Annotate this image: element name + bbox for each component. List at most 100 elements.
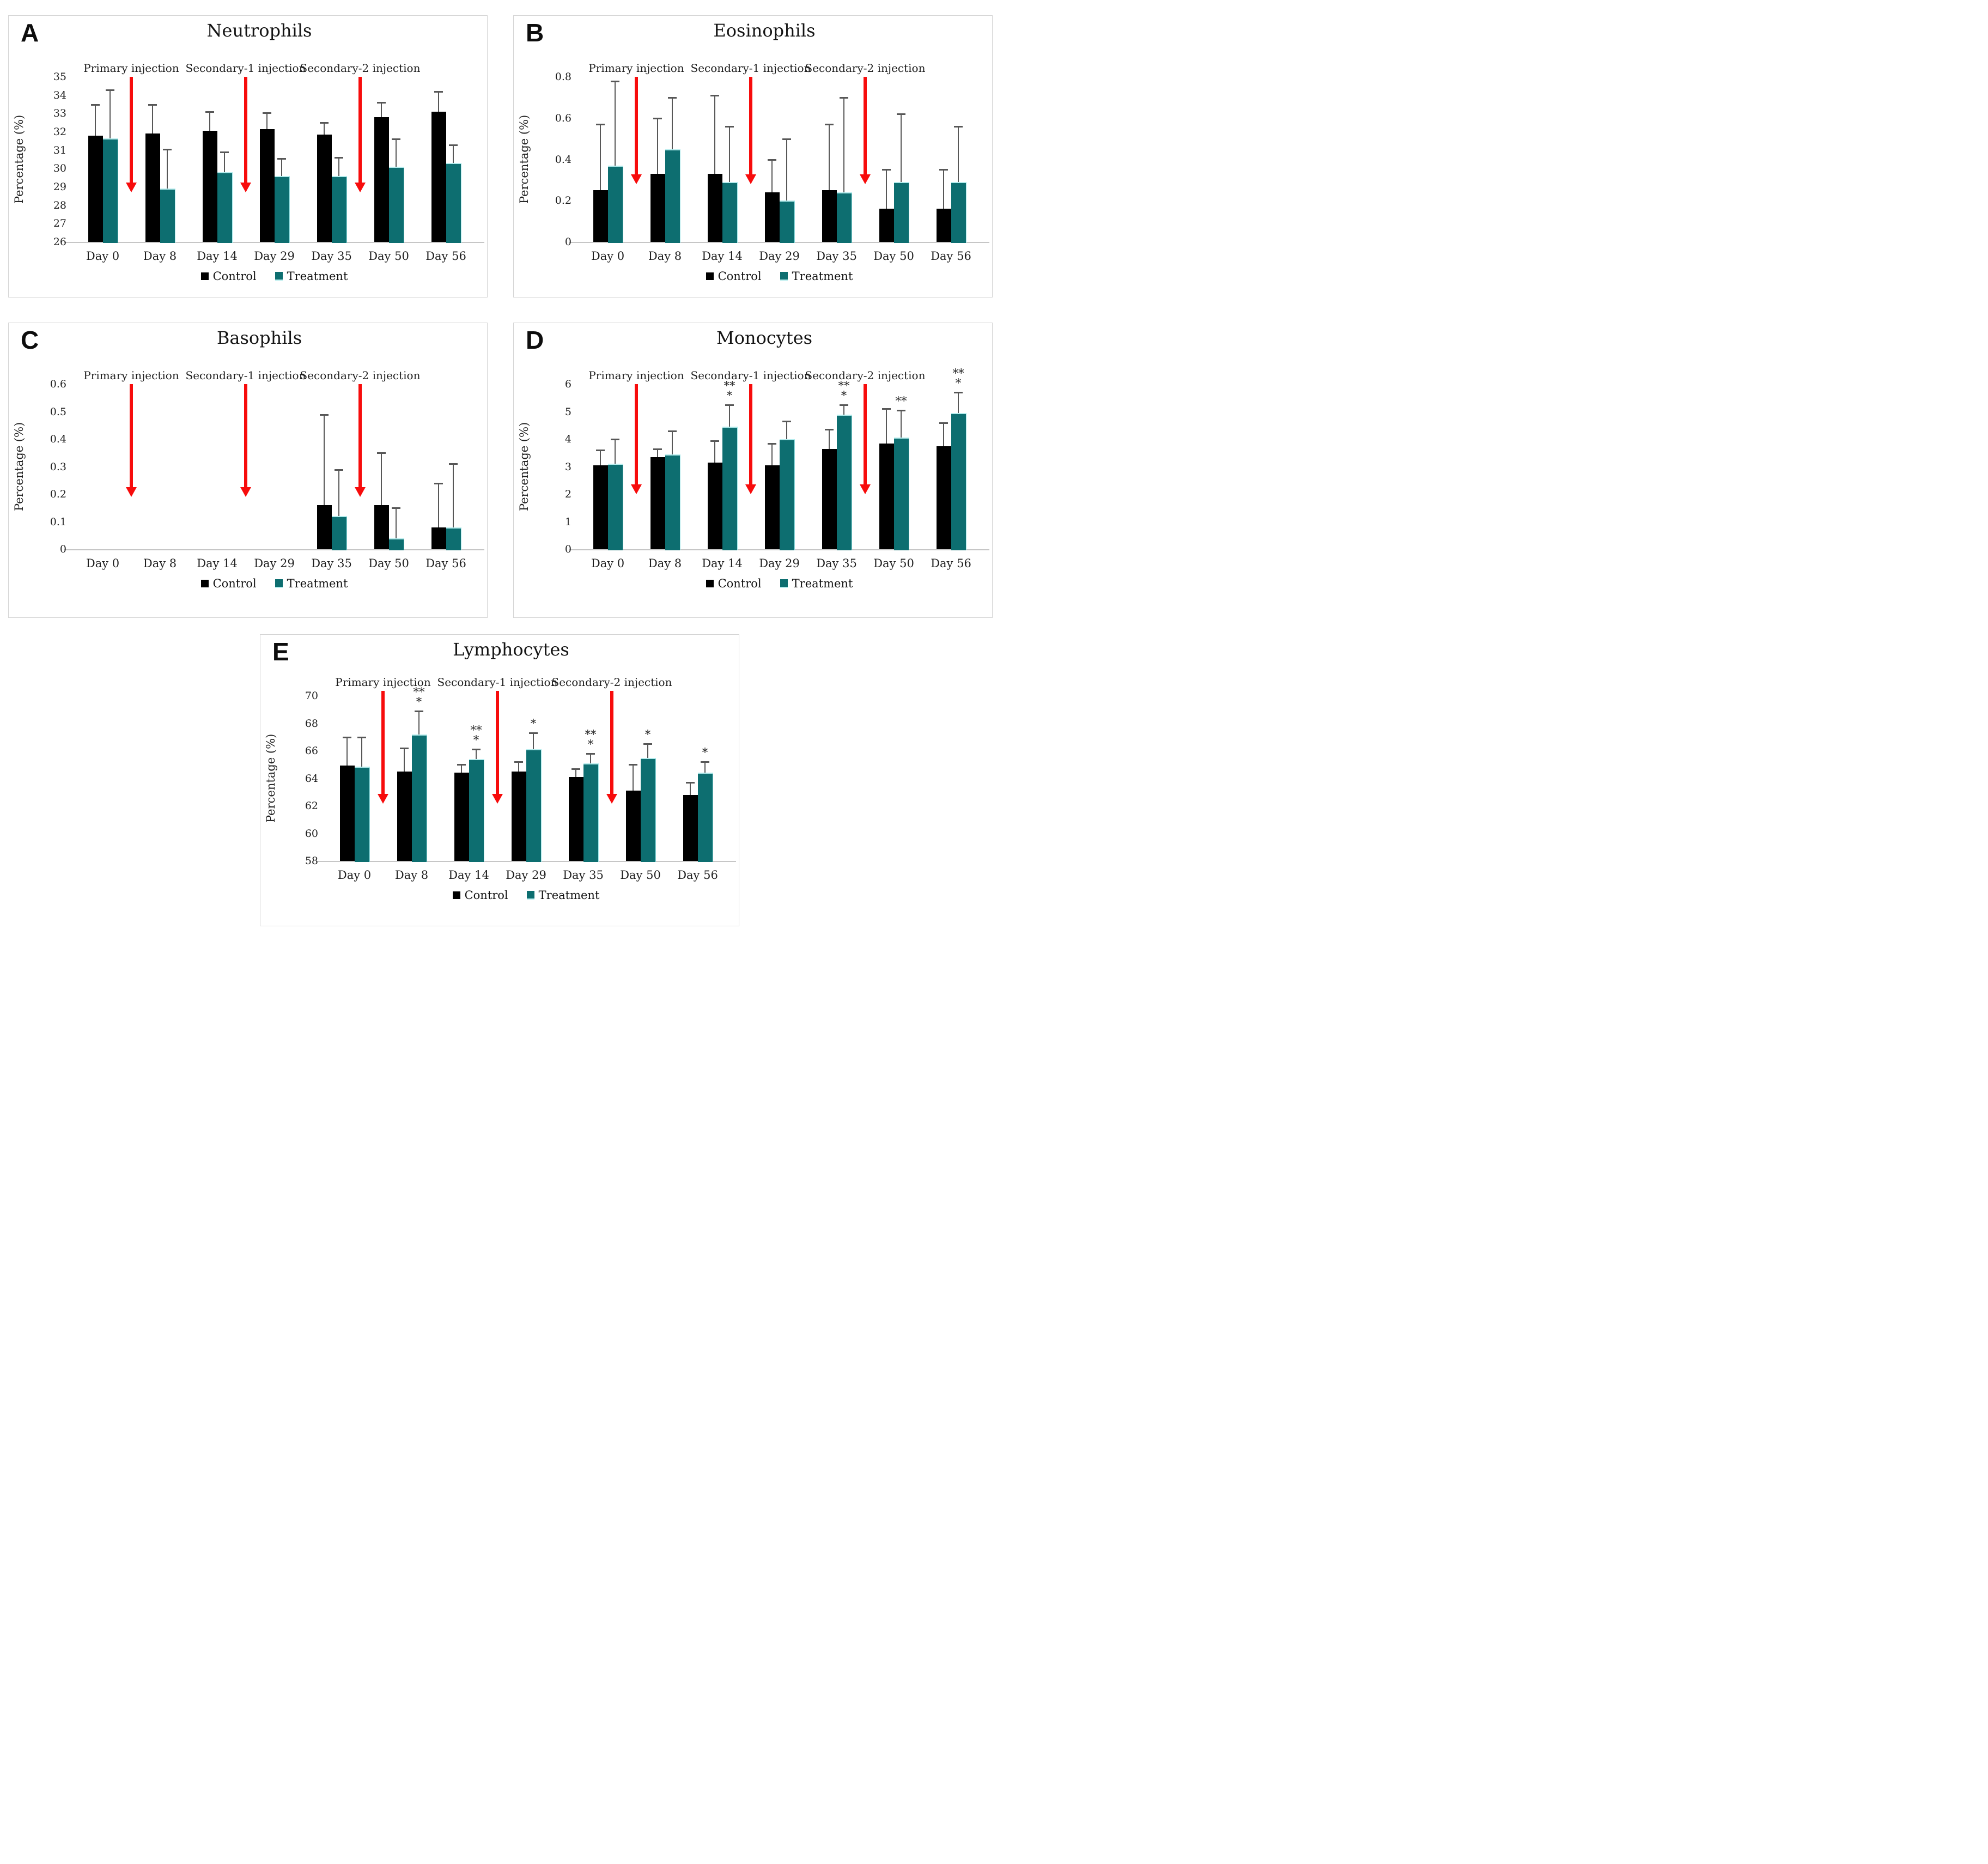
y-tick-label: 0.6 — [50, 378, 66, 390]
error-bar-cap — [611, 80, 619, 82]
chart-legend: Control Treatment — [326, 889, 726, 902]
legend-swatch-treatment — [780, 272, 788, 281]
y-tick-label: 2 — [564, 488, 572, 500]
x-tick-label: Day 8 — [143, 557, 177, 570]
error-bar — [396, 139, 397, 167]
y-tick-label: 32 — [53, 126, 66, 138]
treatment-bar — [354, 767, 370, 862]
control-bar — [764, 465, 780, 549]
error-bar-cap — [263, 112, 271, 114]
significance-marker-line: ** — [470, 724, 482, 737]
control-bar — [879, 443, 894, 549]
legend-swatch-control — [706, 580, 714, 587]
error-bar — [418, 711, 420, 734]
error-bar — [590, 754, 591, 763]
control-bar — [374, 117, 389, 242]
injection-arrow-shaft — [635, 384, 638, 485]
significance-marker: ** * — [569, 729, 612, 751]
error-bar-cap — [434, 482, 443, 484]
legend-swatch-control — [200, 580, 209, 587]
treatment-bar — [951, 413, 966, 550]
injection-arrow-head — [126, 487, 137, 497]
treatment-bar — [665, 454, 680, 550]
significance-marker-line: * — [473, 733, 479, 747]
y-tick-label: 0 — [564, 543, 572, 555]
x-tick-label: Day 14 — [702, 250, 743, 263]
injection-arrow-shaft — [358, 77, 362, 184]
x-tick-label: Day 35 — [563, 869, 604, 882]
injection-arrow-head — [631, 484, 642, 494]
legend-swatch-treatment — [780, 579, 788, 588]
treatment-bar — [893, 182, 909, 243]
injection-label: Secondary-1 injection — [690, 62, 811, 75]
y-axis-label: Percentage (%) — [264, 733, 277, 823]
y-tick-label: 0 — [59, 543, 66, 555]
treatment-bar — [217, 172, 233, 243]
error-bar — [647, 744, 648, 758]
error-bar — [476, 749, 477, 760]
treatment-bar — [331, 516, 347, 550]
chart-title: Neutrophils — [206, 20, 312, 41]
significance-marker-line: * — [416, 695, 422, 708]
error-bar-cap — [840, 96, 848, 99]
error-bar — [95, 104, 96, 136]
x-tick-label: Day 50 — [368, 557, 409, 570]
x-tick-label: Day 35 — [311, 557, 352, 570]
error-bar-cap — [586, 753, 595, 755]
injection-arrow-head — [126, 183, 137, 193]
significance-marker: * — [626, 729, 670, 740]
y-tick-label: 31 — [53, 144, 66, 156]
injection-arrow-shaft — [244, 384, 247, 488]
y-tick-label: 30 — [53, 162, 66, 175]
treatment-bar — [160, 189, 175, 243]
significance-marker: ** * — [822, 380, 866, 401]
x-tick-label: Day 50 — [368, 250, 409, 263]
panel-monocytes: 0 1 2 3 4 5 6 Day 0 Day 8 Day 14 Day 29 Day 35 Day 5… — [513, 323, 993, 618]
x-tick-label: Day 56 — [931, 557, 971, 570]
x-tick-label: Day 50 — [873, 250, 914, 263]
error-bar-cap — [701, 761, 709, 763]
error-bar-cap — [392, 507, 400, 509]
error-bar-cap — [415, 710, 423, 712]
error-bar — [346, 737, 348, 766]
control-bar — [511, 771, 526, 861]
x-tick-label: Day 29 — [254, 250, 295, 263]
chart-legend: Control Treatment — [74, 270, 475, 283]
chart-plot-area: 26 27 28 29 30 31 32 33 34 35 Day 0 Day 8 Day 14 Day … — [9, 16, 487, 297]
error-bar — [958, 126, 959, 183]
error-bar — [943, 422, 944, 446]
significance-marker-line: * — [587, 738, 594, 751]
error-bar-cap — [653, 117, 662, 119]
control-bar — [397, 771, 412, 861]
error-bar-cap — [882, 169, 891, 171]
error-bar — [324, 414, 325, 506]
injection-arrow-head — [745, 174, 756, 184]
legend-swatch-treatment — [275, 579, 283, 588]
x-tick-label: Day 8 — [648, 557, 682, 570]
injection-arrow-shaft — [749, 384, 752, 485]
legend-label-treatment: Treatment — [287, 577, 348, 590]
injection-arrow-shaft — [381, 691, 385, 795]
treatment-bar — [388, 538, 404, 550]
error-bar-cap — [768, 159, 776, 161]
error-bar-cap — [457, 764, 466, 766]
error-bar — [901, 410, 902, 438]
error-bar — [886, 169, 887, 209]
error-bar — [453, 144, 454, 163]
y-tick-label: 1 — [564, 515, 572, 528]
control-bar — [650, 174, 665, 242]
error-bar — [438, 91, 439, 112]
significance-marker: * — [512, 718, 555, 730]
y-tick-label: 0.4 — [555, 153, 572, 166]
control-bar — [88, 135, 103, 242]
legend-swatch-treatment — [526, 891, 534, 900]
x-tick-label: Day 14 — [448, 869, 489, 882]
y-axis-label: Percentage (%) — [518, 422, 531, 512]
control-bar — [317, 135, 332, 242]
error-bar-cap — [686, 782, 695, 784]
error-bar — [361, 737, 362, 767]
x-tick-label: Day 29 — [759, 557, 800, 570]
significance-marker-line: ** — [413, 685, 425, 699]
treatment-bar — [893, 438, 909, 550]
error-bar — [615, 439, 616, 464]
